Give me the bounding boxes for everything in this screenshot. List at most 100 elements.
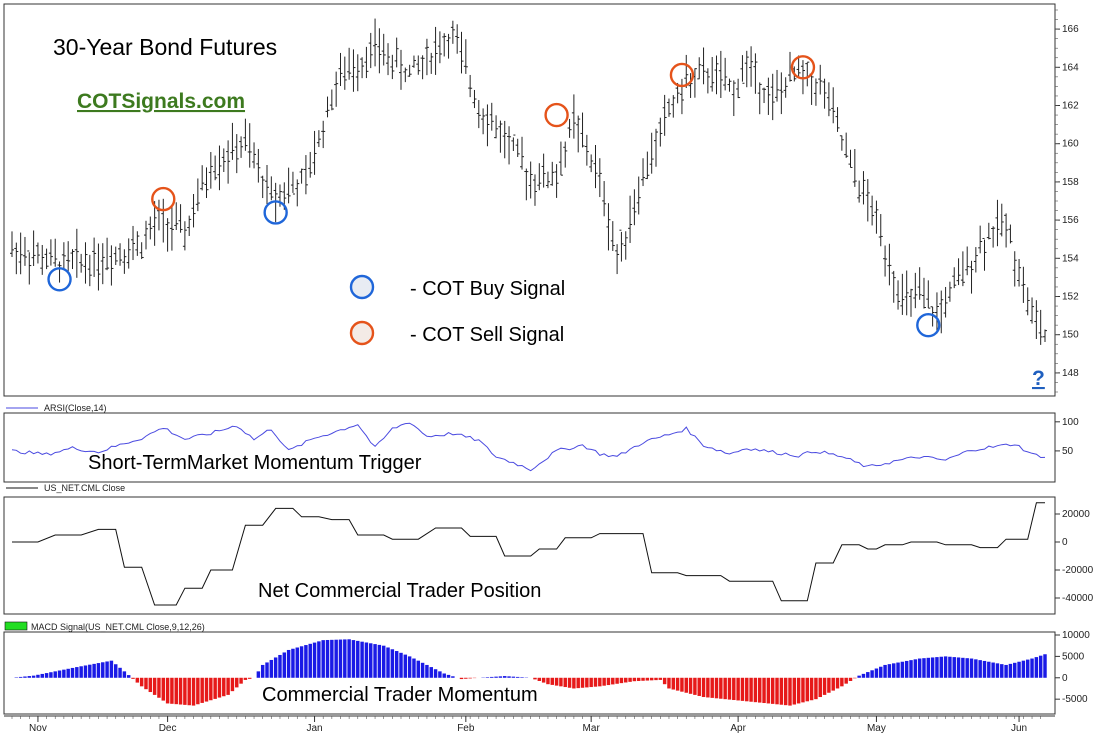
macd-bar xyxy=(403,654,408,678)
macd-bar xyxy=(615,677,619,684)
macd-bar xyxy=(965,658,969,678)
macd-bar xyxy=(286,649,291,678)
macd-bar xyxy=(62,669,66,678)
price-bar xyxy=(139,242,144,260)
price-bar xyxy=(973,247,978,273)
price-bar xyxy=(265,165,270,205)
price-bar xyxy=(105,237,110,271)
macd-bar xyxy=(200,677,204,703)
macd-bar xyxy=(606,677,611,686)
price-bar xyxy=(407,64,412,77)
macd-bar xyxy=(740,677,745,701)
sell-signal-circle xyxy=(669,62,695,88)
price-bar xyxy=(645,151,650,180)
macd-bar xyxy=(818,677,822,698)
price-bar xyxy=(731,80,736,117)
price-bar xyxy=(230,122,235,160)
macd-bar xyxy=(412,658,416,678)
price-bar xyxy=(57,261,62,283)
macd-bar xyxy=(628,677,632,682)
price-bar xyxy=(826,82,831,117)
price-bar xyxy=(796,55,801,77)
price-bar xyxy=(14,242,19,275)
x-tick-label: Jun xyxy=(1011,723,1027,734)
macd-bar xyxy=(896,662,900,678)
macd-bar xyxy=(139,677,144,687)
macd-legend-swatch xyxy=(4,621,28,631)
macd-bar xyxy=(170,677,174,704)
price-bar xyxy=(995,199,1000,247)
macd-bar xyxy=(502,676,507,678)
price-bar xyxy=(1017,258,1022,287)
price-bar xyxy=(558,141,563,176)
macd-bar xyxy=(485,677,490,678)
price-bar xyxy=(44,248,49,270)
price-bar xyxy=(31,230,36,266)
macd-bar xyxy=(788,677,792,706)
macd-bar xyxy=(394,651,399,678)
macd-bar xyxy=(36,674,40,678)
price-bar xyxy=(472,89,477,109)
price-y-tick-label: 148 xyxy=(1062,368,1079,379)
macd-bar xyxy=(126,675,131,678)
macd-bar xyxy=(407,656,412,678)
macd-bar xyxy=(533,677,537,680)
price-bar xyxy=(658,117,663,147)
macd-bar xyxy=(939,656,943,678)
price-bar xyxy=(169,206,174,251)
price-bar xyxy=(939,290,944,334)
macd-bar xyxy=(420,662,425,678)
macd-bar xyxy=(987,661,991,678)
macd-bar xyxy=(632,677,637,682)
macd-bar xyxy=(645,677,650,681)
macd-histogram-bars xyxy=(14,639,1047,706)
price-bar xyxy=(118,243,123,266)
price-bar xyxy=(329,89,334,111)
price-bar xyxy=(878,214,883,247)
price-panel-frame xyxy=(3,3,1056,397)
macd-bar xyxy=(576,677,580,689)
price-bar xyxy=(260,175,265,199)
macd-bar xyxy=(96,663,101,678)
price-bar xyxy=(783,77,788,98)
macd-bar xyxy=(697,677,701,696)
price-bar xyxy=(515,138,520,158)
macd-bar xyxy=(667,677,671,689)
price-bar xyxy=(87,254,92,287)
macd-bar xyxy=(44,673,49,678)
price-bar xyxy=(978,225,983,254)
macd-bar xyxy=(684,677,688,693)
macd-bar xyxy=(879,666,883,678)
chart-subtitle-link[interactable]: COTSignals.com xyxy=(77,90,245,113)
price-bar xyxy=(1025,287,1030,316)
macd-bar xyxy=(792,677,797,705)
price-bar xyxy=(852,149,857,187)
macd-bar xyxy=(1017,661,1021,678)
macd-bar xyxy=(611,677,615,685)
price-bar xyxy=(131,225,136,261)
macd-bar xyxy=(308,643,312,678)
macd-bar xyxy=(1038,655,1043,678)
macd-bar xyxy=(580,677,585,688)
macd-bar xyxy=(325,639,330,678)
macd-bar xyxy=(204,677,209,702)
buy-signal-circle xyxy=(263,200,288,225)
price-bar xyxy=(377,28,382,74)
price-bar xyxy=(710,57,715,92)
legend-sell-label: - COT Sell Signal xyxy=(410,324,564,346)
macd-bar xyxy=(982,660,987,678)
price-bar xyxy=(463,39,468,74)
macd-overlay-text: Commercial Trader Momentum xyxy=(262,684,538,706)
macd-bar xyxy=(866,672,870,678)
price-y-tick-label: 160 xyxy=(1062,139,1079,150)
price-y-tick-label: 166 xyxy=(1062,24,1079,35)
macd-bar xyxy=(75,667,79,678)
signal-annotations xyxy=(47,55,941,338)
macd-bar xyxy=(770,677,775,704)
price-y-axis: 148 150 152 154 156 158 160 162 164 166 xyxy=(1054,4,1079,396)
question-mark-link[interactable]: ? xyxy=(1032,367,1045,390)
macd-bar xyxy=(814,677,818,700)
price-bar xyxy=(619,229,624,262)
price-bar xyxy=(269,176,274,201)
